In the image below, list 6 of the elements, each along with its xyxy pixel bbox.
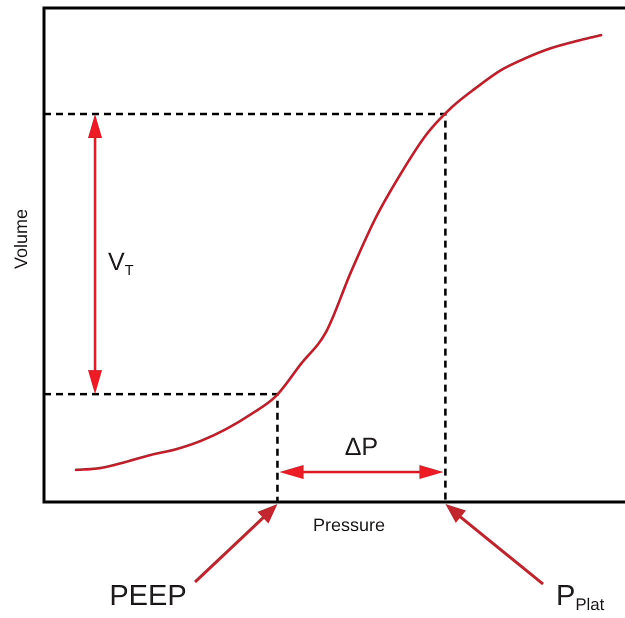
ref-line-label: PEEP [109,580,187,612]
annotation: V$_{T}$ [108,248,134,278]
x-axis-title: Pressure [312,515,386,535]
y-axis-title: Volume [11,208,31,270]
ref-line-label: P$_{Plat}$ [556,580,605,614]
annotation: ΔP [344,433,378,461]
